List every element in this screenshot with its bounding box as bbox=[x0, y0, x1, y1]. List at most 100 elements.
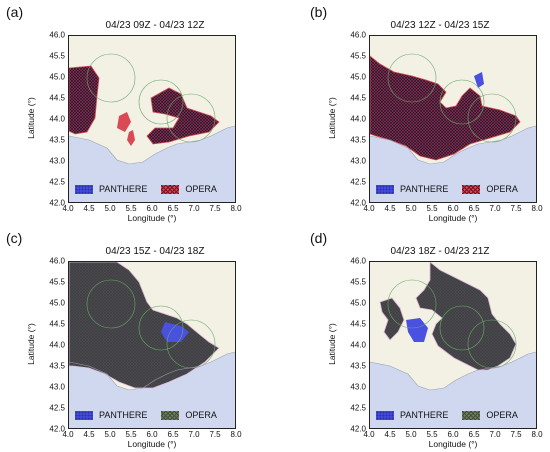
y-tick-label: 44.5 bbox=[49, 319, 65, 329]
y-tick-label: 42.5 bbox=[350, 403, 366, 413]
map-panel-b: (b) 04/23 12Z - 04/23 15Z PANTHERE OPERA… bbox=[275, 0, 550, 226]
x-tick-label: 7.0 bbox=[188, 430, 200, 439]
x-tick-label: 4.0 bbox=[363, 430, 375, 439]
y-tick-label: 43.5 bbox=[350, 361, 366, 371]
legend-swatch-opera bbox=[161, 410, 180, 420]
legend-label-opera: OPERA bbox=[185, 410, 217, 420]
precip-region bbox=[379, 297, 405, 341]
y-tick-label: 44.5 bbox=[49, 93, 65, 103]
legend-label-panthere: PANTHERE bbox=[99, 184, 148, 194]
panel-letter: (b) bbox=[310, 4, 328, 20]
panel-letter: (c) bbox=[6, 230, 23, 246]
x-tick-label: 5.0 bbox=[405, 204, 417, 213]
y-tick-label: 45.5 bbox=[49, 277, 65, 287]
x-tick-label: 5.0 bbox=[104, 204, 116, 213]
x-axis-label: Longitude (°) bbox=[127, 439, 177, 449]
x-tick-label: 5.5 bbox=[125, 430, 137, 439]
precip-region bbox=[69, 262, 220, 389]
x-tick-label: 6.5 bbox=[468, 430, 480, 439]
y-tick-label: 43.0 bbox=[49, 156, 65, 166]
y-tick-label: 42.5 bbox=[49, 403, 65, 413]
precip-region bbox=[474, 72, 484, 88]
x-tick-label: 7.5 bbox=[510, 204, 522, 213]
legend-swatch-opera bbox=[161, 184, 180, 194]
map-svg bbox=[370, 262, 536, 428]
legend-label-opera: OPERA bbox=[486, 410, 518, 420]
legend: PANTHERE OPERA bbox=[376, 182, 530, 196]
radar-circle bbox=[387, 279, 437, 329]
map-svg bbox=[370, 36, 536, 202]
x-tick-label: 6.0 bbox=[447, 204, 459, 213]
y-tick-label: 44.5 bbox=[350, 93, 366, 103]
y-tick-label: 46.0 bbox=[49, 30, 65, 40]
panel-letter: (a) bbox=[6, 4, 24, 20]
x-tick-label: 7.5 bbox=[209, 204, 221, 213]
x-tick-label: 8.0 bbox=[531, 430, 543, 439]
coastline bbox=[370, 351, 536, 391]
legend: PANTHERE OPERA bbox=[75, 182, 229, 196]
precip-region bbox=[370, 55, 521, 161]
x-tick-label: 7.0 bbox=[489, 204, 501, 213]
legend-swatch-opera bbox=[462, 184, 481, 194]
radar-circle bbox=[439, 305, 485, 351]
x-tick-label: 6.5 bbox=[468, 204, 480, 213]
y-tick-label: 43.0 bbox=[350, 382, 366, 392]
coastline bbox=[69, 351, 235, 391]
legend-label-opera: OPERA bbox=[486, 184, 518, 194]
x-tick-label: 4.0 bbox=[363, 204, 375, 213]
legend-swatch-panthere bbox=[376, 184, 394, 194]
radar-circle bbox=[86, 53, 136, 103]
radar-circle bbox=[387, 53, 437, 103]
x-tick-label: 5.0 bbox=[104, 430, 116, 439]
y-tick-label: 43.0 bbox=[49, 382, 65, 392]
radar-circle bbox=[86, 279, 136, 329]
y-tick-label: 43.5 bbox=[350, 135, 366, 145]
panel-letter: (d) bbox=[310, 230, 328, 246]
y-tick-label: 42.0 bbox=[49, 198, 65, 208]
y-tick-label: 42.5 bbox=[350, 177, 366, 187]
x-tick-label: 7.0 bbox=[489, 430, 501, 439]
radar-circle bbox=[467, 93, 517, 143]
legend-swatch-panthere bbox=[75, 410, 93, 420]
y-axis-label: Latitude (°) bbox=[25, 97, 36, 139]
precip-region bbox=[415, 262, 517, 371]
y-tick-label: 45.5 bbox=[350, 51, 366, 61]
x-tick-label: 8.0 bbox=[230, 204, 242, 213]
map-svg bbox=[69, 262, 235, 428]
map-panel-d: (d) 04/23 18Z - 04/23 21Z PANTHERE OPERA… bbox=[275, 226, 550, 452]
radar-circle bbox=[138, 79, 184, 125]
y-axis-label: Latitude (°) bbox=[326, 97, 337, 139]
legend-swatch-panthere bbox=[376, 410, 394, 420]
map-panel-c: (c) 04/23 15Z - 04/23 18Z PANTHERE OPERA… bbox=[0, 226, 275, 452]
y-tick-label: 44.0 bbox=[350, 340, 366, 350]
y-tick-label: 45.0 bbox=[49, 72, 65, 82]
x-tick-label: 7.0 bbox=[188, 204, 200, 213]
x-tick-label: 5.0 bbox=[405, 430, 417, 439]
y-axis-label: Latitude (°) bbox=[25, 323, 36, 365]
x-tick-label: 8.0 bbox=[230, 430, 242, 439]
panel-title: 04/23 15Z - 04/23 18Z bbox=[105, 246, 205, 257]
x-axis-label: Longitude (°) bbox=[127, 213, 177, 223]
sea-area bbox=[370, 126, 536, 202]
legend-label-opera: OPERA bbox=[185, 184, 217, 194]
radar-circle bbox=[439, 79, 485, 125]
y-tick-label: 44.0 bbox=[49, 114, 65, 124]
y-tick-label: 42.0 bbox=[350, 198, 366, 208]
sea-area bbox=[69, 126, 235, 202]
y-tick-label: 45.0 bbox=[350, 72, 366, 82]
y-tick-label: 42.0 bbox=[350, 424, 366, 434]
map-area: PANTHERE OPERA bbox=[369, 261, 537, 429]
sea-area bbox=[370, 352, 536, 428]
x-tick-label: 4.0 bbox=[62, 430, 74, 439]
y-tick-label: 43.5 bbox=[49, 361, 65, 371]
y-tick-label: 43.0 bbox=[350, 156, 366, 166]
x-tick-label: 6.5 bbox=[167, 430, 179, 439]
y-tick-label: 46.0 bbox=[350, 30, 366, 40]
radar-circle bbox=[166, 319, 216, 369]
precip-region bbox=[127, 130, 135, 146]
x-tick-label: 5.5 bbox=[426, 204, 438, 213]
y-tick-label: 45.5 bbox=[49, 51, 65, 61]
map-area: PANTHERE OPERA bbox=[369, 35, 537, 203]
x-tick-label: 4.0 bbox=[62, 204, 74, 213]
y-tick-label: 45.0 bbox=[350, 298, 366, 308]
